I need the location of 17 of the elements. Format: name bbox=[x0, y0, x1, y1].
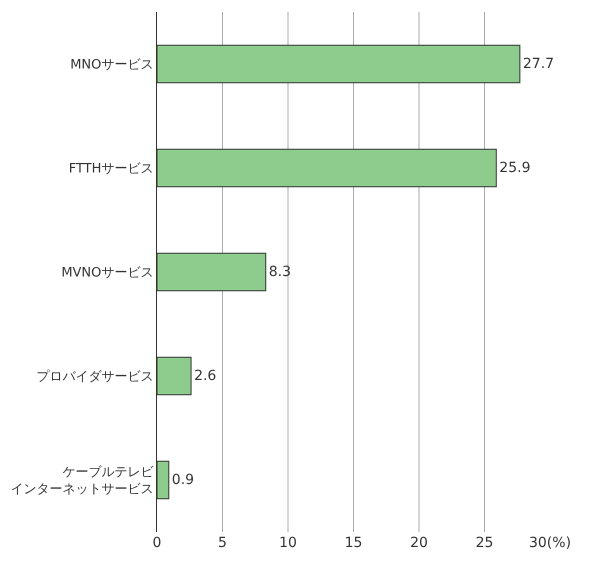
y-tick-label: FTTHサービス bbox=[68, 162, 154, 177]
y-tick-label: MVNOサービス bbox=[61, 266, 154, 281]
y-tick-label: プロバイダサービス bbox=[36, 370, 154, 385]
data-label: 2.6 bbox=[194, 368, 216, 384]
data-label: 0.9 bbox=[172, 472, 194, 488]
x-tick-label: 10 bbox=[279, 535, 297, 551]
data-label: 25.9 bbox=[499, 160, 530, 176]
data-label: 8.3 bbox=[268, 264, 291, 280]
x-tick-label: 25 bbox=[476, 535, 494, 551]
x-tick-label: 5 bbox=[218, 535, 227, 551]
x-tick-label: 30(%) bbox=[528, 535, 572, 551]
y-tick-label: MNOサービス bbox=[70, 58, 154, 73]
data-label: 27.7 bbox=[522, 56, 554, 72]
x-tick-label: 15 bbox=[344, 535, 362, 551]
y-tick-label: ケーブルテレビインターネットサービス bbox=[10, 465, 154, 497]
x-tick-label: 20 bbox=[410, 535, 428, 551]
x-tick-label: 0 bbox=[152, 535, 162, 551]
